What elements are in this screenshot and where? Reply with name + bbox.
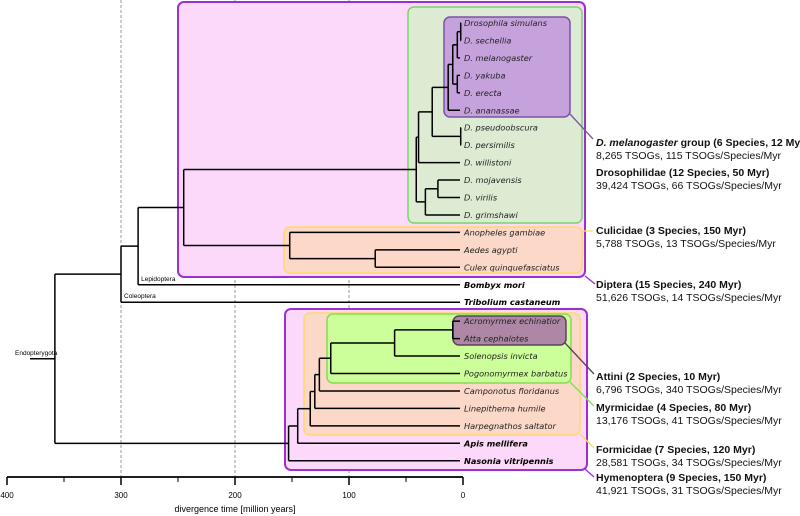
x-axis-tick-label: 0 xyxy=(461,491,466,500)
clade-node-label: Lepidoptera xyxy=(141,276,176,283)
clade-annotation-mel-group: D. melanogaster group (6 Species, 12 Myr… xyxy=(596,137,800,163)
clade-annotation-drosophilidae: Drosophilidae (12 Species, 50 Myr) 39,424… xyxy=(596,167,782,193)
clade-title-text: Formicidae (7 Species, 120 Myr) xyxy=(596,444,756,456)
clade-annotation-myrmicidae: Myrmicidae (4 Species, 80 Myr) 13,176 TSO… xyxy=(596,402,782,428)
species-label: D. erecta xyxy=(464,88,502,98)
clade-annotation-diptera: Diptera (15 Species, 240 Myr) 51,626 TSOG… xyxy=(596,279,782,305)
clade-stats: 41,921 TSOGs, 31 TSOGs/Species/Myr xyxy=(596,485,782,497)
clade-title-text: group (6 Species, 12 Myr) xyxy=(677,137,800,149)
callout-line-formicidae xyxy=(579,433,595,449)
clade-title: Hymenoptera (9 Species, 150 Myr) xyxy=(596,472,782,485)
clade-annotation-culicidae: Culicidae (3 Species, 150 Myr) 5,788 TSOG… xyxy=(596,225,776,251)
species-label: Linepithema humile xyxy=(464,403,546,413)
species-label: D. melanogaster xyxy=(464,53,533,63)
species-label: Apis mellifera xyxy=(463,438,528,448)
root-label: Endopterygota xyxy=(15,350,58,357)
clade-title-text: Hymenoptera (9 Species, 150 Myr) xyxy=(596,472,767,484)
clade-node-label: Coleoptera xyxy=(124,293,156,300)
species-label: Solenopsis invicta xyxy=(464,351,538,361)
clade-annotation-attini: Attini (2 Species, 10 Myr) 6,796 TSOGs, 3… xyxy=(596,371,782,397)
species-label: D. grimshawi xyxy=(464,210,518,220)
callout-line-diptera xyxy=(584,275,596,285)
species-label: Acromyrmex echinatior xyxy=(463,316,561,326)
clade-annotation-hymenoptera: Hymenoptera (9 Species, 150 Myr) 41,921 T… xyxy=(596,472,782,498)
clade-title-text: Myrmicidae (4 Species, 80 Myr) xyxy=(596,402,752,414)
clade-title: D. melanogaster group (6 Species, 12 Myr… xyxy=(596,137,800,150)
callout-line-mel-group xyxy=(569,113,594,140)
x-axis-tick-label: 300 xyxy=(114,491,128,500)
clade-annotation-formicidae: Formicidae (7 Species, 120 Myr) 28,581 TS… xyxy=(596,444,782,470)
clade-title: Formicidae (7 Species, 120 Myr) xyxy=(596,444,782,457)
clade-stats: 13,176 TSOGs, 41 TSOGs/Species/Myr xyxy=(596,415,782,427)
x-axis-tick-label: 200 xyxy=(228,491,242,500)
clade-title: Attini (2 Species, 10 Myr) xyxy=(596,371,782,384)
clade-title-text: Culicidae (3 Species, 150 Myr) xyxy=(596,225,746,237)
clade-title-text: Drosophilidae (12 Species, 50 Myr) xyxy=(596,167,770,179)
clade-title-text: Diptera (15 Species, 240 Myr) xyxy=(596,279,742,291)
clade-stats: 28,581 TSOGs, 34 TSOGs/Species/Myr xyxy=(596,457,782,469)
species-label: Tribolium castaneum xyxy=(464,297,561,307)
species-label: D. persimilis xyxy=(464,140,515,150)
callout-line-attini xyxy=(564,342,595,375)
species-label: Atta cephalotes xyxy=(463,334,529,344)
clade-title: Drosophilidae (12 Species, 50 Myr) xyxy=(596,167,782,180)
clade-title-text: Attini (2 Species, 10 Myr) xyxy=(596,371,721,383)
callout-line-myrmicidae xyxy=(569,381,595,407)
species-label: D. pseudoobscura xyxy=(464,123,538,133)
callout-line-hymenoptera xyxy=(584,468,595,478)
clade-title: Myrmicidae (4 Species, 80 Myr) xyxy=(596,402,782,415)
x-axis-tick-label: 400 xyxy=(0,491,14,500)
clade-stats: 51,626 TSOGs, 14 TSOGs/Species/Myr xyxy=(596,292,782,304)
species-label: D. mojavensis xyxy=(464,175,522,185)
x-axis-tick-label: 100 xyxy=(342,491,356,500)
species-label: Aedes agypti xyxy=(463,245,518,255)
clade-box-mel-group xyxy=(443,16,571,118)
species-label: Anopheles gambiae xyxy=(463,227,545,237)
species-label: D. sechellia xyxy=(464,35,511,45)
species-label: Pogonomyrmex barbatus xyxy=(464,369,568,379)
clade-stats: 5,788 TSOGs, 13 TSOGs/Species/Myr xyxy=(596,238,776,250)
clade-title: Diptera (15 Species, 240 Myr) xyxy=(596,279,782,292)
species-label: Harpegnathos saltator xyxy=(464,421,556,431)
clade-stats: 6,796 TSOGs, 340 TSOGs/Species/Myr xyxy=(596,384,782,396)
species-label: D. willistoni xyxy=(464,158,512,168)
species-label: Drosophila simulans xyxy=(464,18,548,28)
species-label: D. virilis xyxy=(464,193,498,203)
clade-title: Culicidae (3 Species, 150 Myr) xyxy=(596,225,776,238)
species-label: D. yakuba xyxy=(464,70,506,80)
species-label: Nasonia vitripennis xyxy=(464,456,554,466)
clade-stats: 39,424 TSOGs, 66 TSOGs/Species/Myr xyxy=(596,180,782,192)
x-axis-title: divergence time [million years] xyxy=(174,504,295,514)
species-label: Bombyx mori xyxy=(464,280,525,290)
clade-stats: 8,265 TSOGs, 115 TSOGs/Species/Myr xyxy=(596,150,781,162)
clade-title-italic: D. melanogaster xyxy=(596,137,678,149)
species-label: D. ananassae xyxy=(464,105,520,115)
species-label: Camponotus floridanus xyxy=(464,386,560,396)
species-label: Culex quinquefasciatus xyxy=(464,262,560,272)
